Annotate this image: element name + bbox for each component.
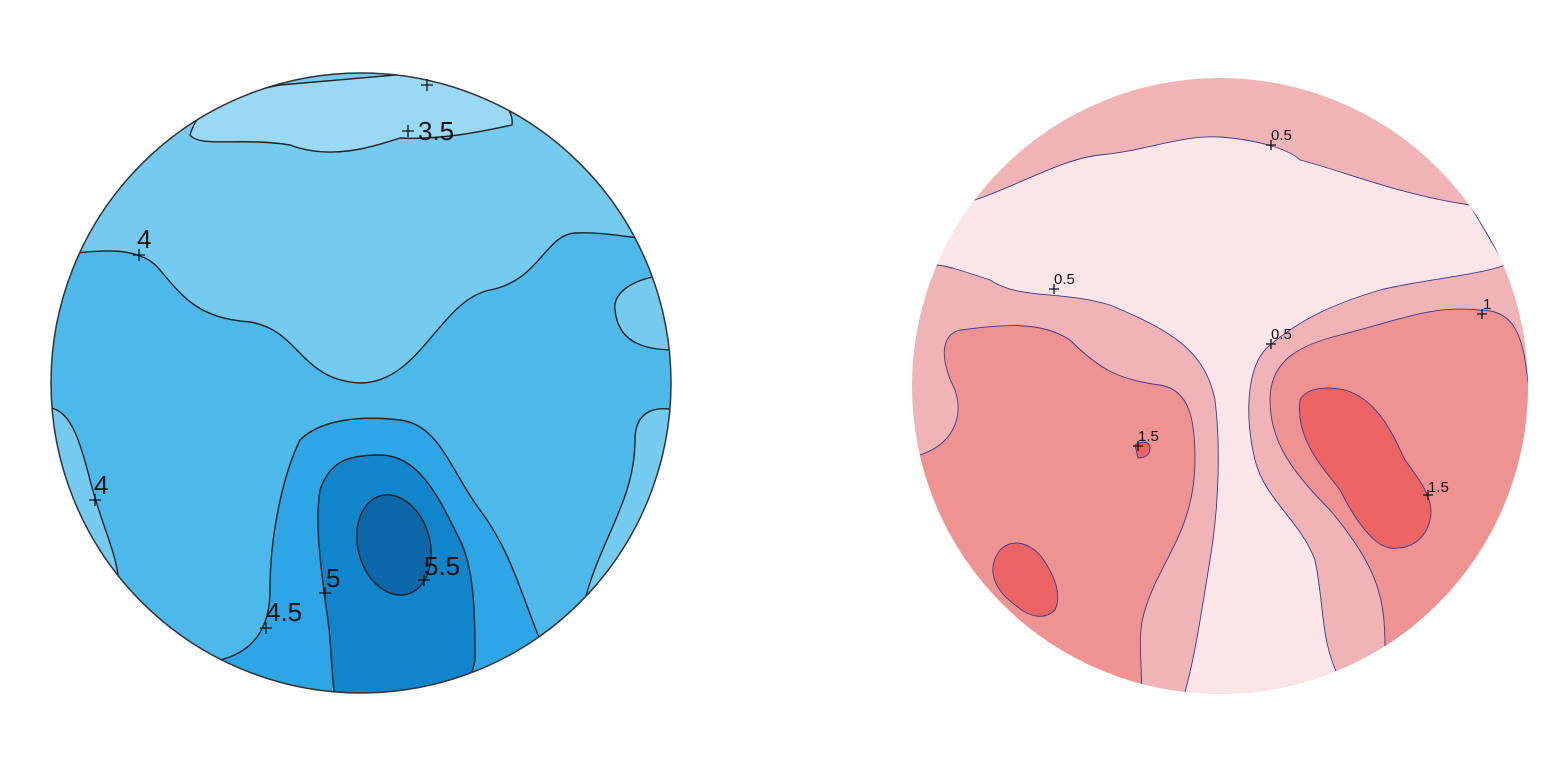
left-plot: 3.5 4 4 4.5 5 5.5 [50, 72, 672, 694]
contour-label: 0.5 [1054, 271, 1075, 288]
label-marker [89, 79, 433, 634]
contour-label: 4 [137, 224, 151, 254]
contour-label: 4.5 [266, 597, 302, 627]
contour-band [356, 494, 432, 596]
contour-label: 4 [94, 470, 108, 500]
contour-band [1299, 387, 1432, 549]
contour-label: 1.5 [1138, 428, 1159, 445]
contour-label: 1 [1483, 296, 1491, 313]
contour-label: 3.5 [418, 116, 454, 146]
contour-label: 0.5 [1271, 127, 1292, 144]
contour-label: 5 [326, 563, 340, 593]
right-plot: 0.5 0.5 0.5 1 1.5 1.5 [912, 78, 1528, 694]
contour-label: 0.5 [1271, 326, 1292, 343]
contour-label: 1.5 [1428, 479, 1449, 496]
plot-border [50, 72, 672, 694]
contour-band [992, 542, 1059, 617]
contour-band [929, 136, 1506, 694]
label-marker [1049, 140, 1487, 500]
contour-label: 5.5 [424, 551, 460, 581]
